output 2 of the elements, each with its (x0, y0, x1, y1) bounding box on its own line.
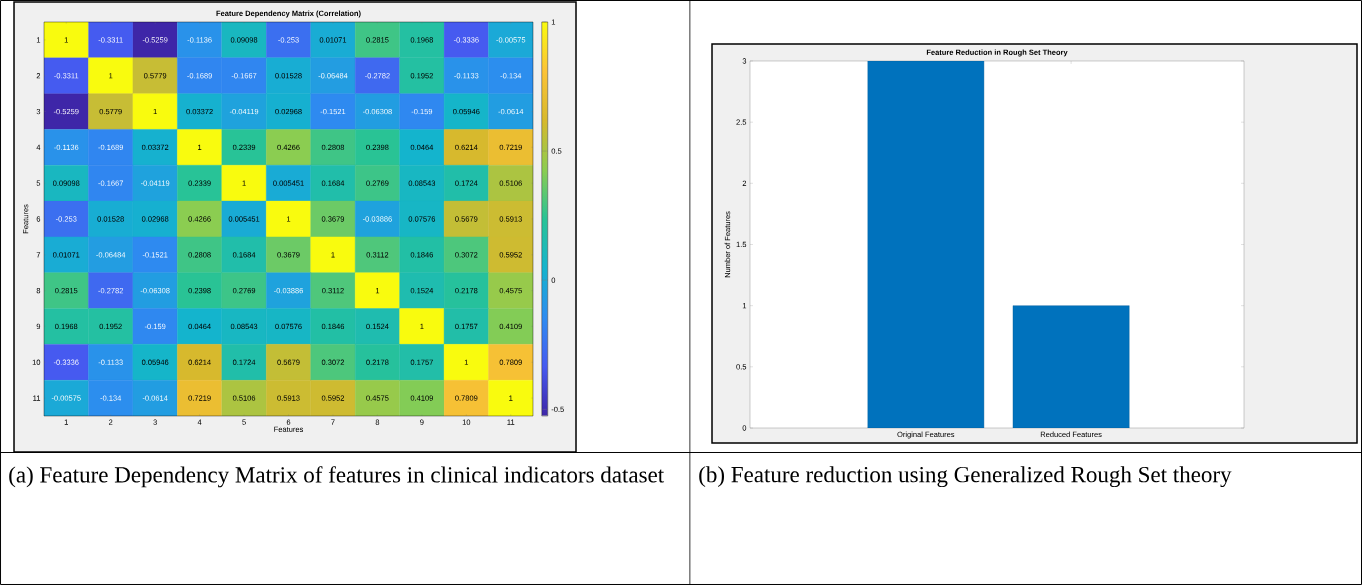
text: (a) Feature Dependency Matrix of features in clinical indicators dataset (9, 466, 665, 488)
text: (b) Feature reduction using Generalized Rough Set theory (699, 466, 1232, 488)
